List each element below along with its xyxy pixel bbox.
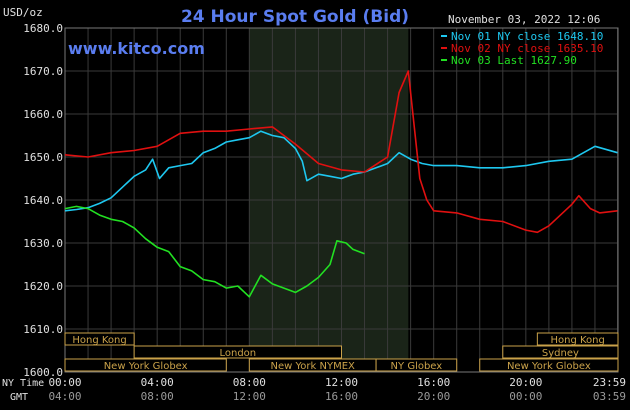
gmt-label: GMT [10, 392, 28, 403]
legend-entry: Nov 01 NY close 1648.10 [451, 30, 603, 43]
y-tick-label: 1610.0 [23, 323, 63, 336]
series-line-nov02 [64, 70, 618, 234]
session-bar [133, 345, 342, 359]
x-tick-label-gmt: 08:00 [141, 390, 174, 403]
session-label: Hong Kong [72, 335, 126, 346]
series-line-nov01 [64, 130, 618, 212]
series-line-nov03 [64, 205, 365, 298]
session-label: New York Globex [507, 361, 591, 372]
x-tick-label-gmt: 20:00 [417, 390, 450, 403]
y-tick-label: 1660.0 [23, 108, 63, 121]
session-bar [502, 345, 619, 359]
x-tick-label-gmt: 12:00 [233, 390, 266, 403]
x-tick-label-ny: 20:00 [509, 376, 542, 389]
session-bar [64, 358, 227, 372]
x-tick-label-gmt: 00:00 [509, 390, 542, 403]
y-axis-unit-label: USD/oz [3, 6, 43, 19]
session-bar [375, 358, 458, 372]
chart-timestamp: November 03, 2022 12:06 [448, 13, 600, 26]
session-bar [536, 332, 619, 346]
session-bar [479, 358, 619, 372]
x-tick-label-ny: 16:00 [417, 376, 450, 389]
y-tick-label: 1640.0 [23, 194, 63, 207]
y-tick-label: 1680.0 [23, 22, 63, 35]
x-tick-label-gmt: 03:59 [593, 390, 626, 403]
session-label: New York NYMEX [271, 361, 356, 372]
chart-title: 24 Hour Spot Gold (Bid) [181, 7, 409, 27]
ny-time-label: NY Time [2, 378, 44, 389]
session-label: Sydney [542, 348, 579, 359]
y-tick-label: 1600.0 [23, 366, 63, 379]
session-label: New York Globex [104, 361, 188, 372]
plot-frame [64, 27, 619, 373]
x-tick-label-ny: 08:00 [233, 376, 266, 389]
y-tick-label: 1650.0 [23, 151, 63, 164]
y-tick-label: 1620.0 [23, 280, 63, 293]
y-tick-label: 1630.0 [23, 237, 63, 250]
x-tick-label-ny: 12:00 [325, 376, 358, 389]
legend-entry: Nov 03 Last 1627.90 [451, 54, 577, 67]
x-tick-label-gmt: 04:00 [48, 390, 81, 403]
x-tick-label-gmt: 16:00 [325, 390, 358, 403]
x-tick-label-ny: 00:00 [48, 376, 81, 389]
session-label: London [219, 348, 256, 359]
session-bar [64, 332, 135, 346]
legend-entry: Nov 02 NY close 1635.10 [451, 42, 603, 55]
session-label: Hong Kong [550, 335, 604, 346]
x-tick-label-ny: 23:59 [593, 376, 626, 389]
y-tick-label: 1670.0 [23, 65, 63, 78]
session-label: NY Globex [391, 361, 443, 372]
x-tick-label-ny: 04:00 [141, 376, 174, 389]
watermark-url: www.kitco.com [68, 39, 205, 58]
